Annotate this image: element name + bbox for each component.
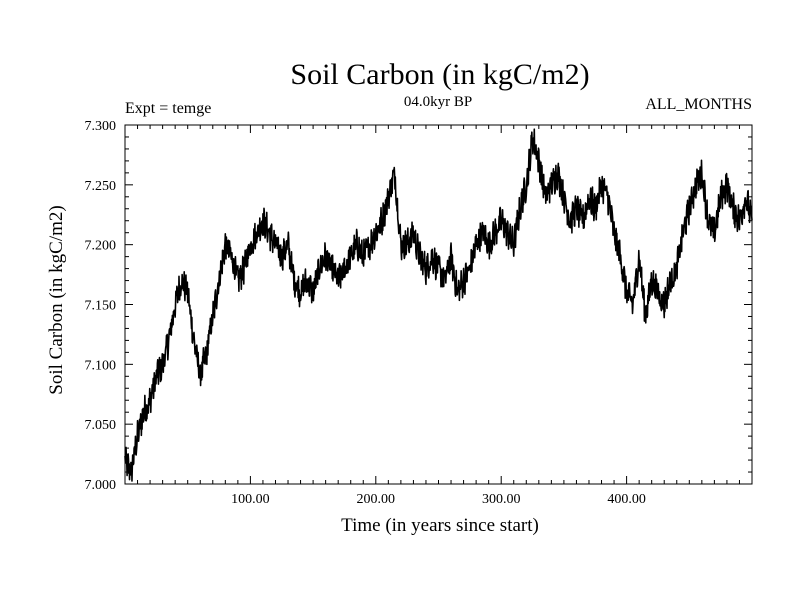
x-tick-label: 200.00 bbox=[357, 492, 396, 507]
y-tick-label: 7.000 bbox=[85, 478, 117, 493]
x-tick-label: 400.00 bbox=[607, 492, 646, 507]
x-axis-ticks bbox=[124, 125, 753, 484]
y-axis-tick-labels: 7.000 7.050 7.100 7.150 7.200 7.250 7.300 bbox=[85, 119, 117, 493]
experiment-label: Expt = temge bbox=[125, 100, 211, 117]
chart-title: Soil Carbon (in kgC/m2) bbox=[290, 58, 589, 91]
x-tick-label: 300.00 bbox=[482, 492, 521, 507]
y-tick-label: 7.200 bbox=[85, 239, 117, 254]
y-tick-label: 7.150 bbox=[85, 299, 117, 314]
series-line bbox=[124, 128, 753, 482]
x-axis-label: Time (in years since start) bbox=[341, 515, 539, 536]
months-label: ALL_MONTHS bbox=[645, 96, 752, 113]
series-layer bbox=[124, 128, 753, 482]
y-axis-ticks bbox=[125, 124, 752, 485]
y-tick-label: 7.050 bbox=[85, 418, 117, 433]
y-tick-label: 7.250 bbox=[85, 179, 117, 194]
x-axis-tick-labels: 100.00 200.00 300.00 400.00 bbox=[231, 492, 646, 507]
y-tick-label: 7.300 bbox=[85, 119, 117, 134]
plot-frame bbox=[124, 124, 753, 485]
x-tick-label: 100.00 bbox=[231, 492, 270, 507]
chart-subtitle: 04.0kyr BP bbox=[404, 94, 472, 110]
y-axis-label: Soil Carbon (in kgC/m2) bbox=[46, 205, 67, 394]
y-tick-label: 7.100 bbox=[85, 358, 117, 373]
